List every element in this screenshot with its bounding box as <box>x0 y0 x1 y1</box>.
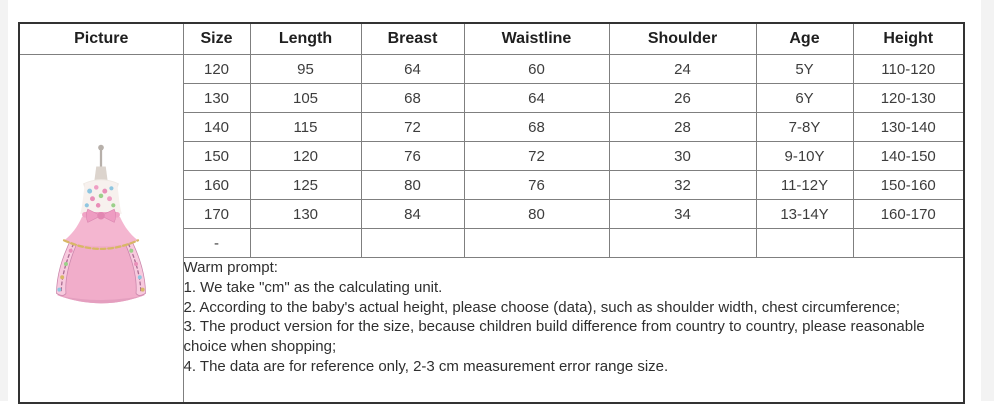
cell-height: 110-120 <box>852 54 965 84</box>
table-row: 120 95 64 60 24 5Y 110-120 <box>18 54 965 404</box>
cell-length: 120 <box>249 141 362 171</box>
cell-length: 130 <box>249 199 362 229</box>
cell-shoulder <box>608 228 757 258</box>
cell-waistline: 68 <box>463 112 610 142</box>
table-row: 150 120 76 72 30 9-10Y 140-150 <box>19 141 965 171</box>
cell-breast: 76 <box>360 141 465 171</box>
cell-shoulder: 24 <box>608 54 757 84</box>
cell-length: 95 <box>249 54 362 84</box>
warm-prompt-row: Warm prompt: 1. We take "cm" as the calc… <box>19 257 965 404</box>
page-margin-strip-right <box>981 0 994 401</box>
cell-age: 6Y <box>755 83 854 113</box>
cell-breast: 68 <box>360 83 465 113</box>
cell-waistline: 64 <box>463 83 610 113</box>
column-header-breast: Breast <box>360 22 465 55</box>
cell-age: 13-14Y <box>755 199 854 229</box>
cell-shoulder: 26 <box>608 83 757 113</box>
cell-breast: 64 <box>360 54 465 84</box>
column-header-length: Length <box>249 22 362 55</box>
dress-bodice <box>80 179 123 214</box>
column-header-waistline: Waistline <box>463 22 610 55</box>
cell-waistline: 72 <box>463 141 610 171</box>
cell-breast: 84 <box>360 199 465 229</box>
cell-age: 7-8Y <box>755 112 854 142</box>
dress-overskirt-tier <box>63 216 140 250</box>
cell-waistline: 76 <box>463 170 610 200</box>
cell-length: 115 <box>249 112 362 142</box>
cell-size: - <box>182 228 251 258</box>
cell-height: 120-130 <box>852 83 965 113</box>
cell-waistline: 60 <box>463 54 610 84</box>
cell-breast: 72 <box>360 112 465 142</box>
column-header-picture: Picture <box>18 22 184 55</box>
cell-shoulder: 34 <box>608 199 757 229</box>
column-header-shoulder: Shoulder <box>608 22 757 55</box>
cell-breast <box>360 228 465 258</box>
cell-waistline: 80 <box>463 199 610 229</box>
cell-size: 150 <box>182 141 251 171</box>
cell-shoulder: 28 <box>608 112 757 142</box>
warm-prompt-note-3: 3. The product version for the size, bec… <box>183 318 925 356</box>
cell-age: 5Y <box>755 54 854 84</box>
cell-age: 11-12Y <box>755 170 854 200</box>
cell-height: 130-140 <box>852 112 965 142</box>
cell-height: 160-170 <box>852 199 965 229</box>
cell-breast: 80 <box>360 170 465 200</box>
cell-age <box>755 228 854 258</box>
cell-height <box>852 228 965 258</box>
size-chart-table: Picture Size Length Breast Waistline Sho… <box>18 22 965 404</box>
cell-height: 150-160 <box>852 170 965 200</box>
header-row: Picture Size Length Breast Waistline Sho… <box>18 22 965 55</box>
cell-length: 105 <box>249 83 362 113</box>
table-row: 130 105 68 64 26 6Y 120-130 <box>19 83 965 113</box>
cell-size: 170 <box>182 199 251 229</box>
page-margin-strip-left <box>0 0 8 401</box>
cell-size: 140 <box>182 112 251 142</box>
cell-length: 125 <box>249 170 362 200</box>
table-row: - <box>19 228 965 258</box>
warm-prompt-note-1: 1. We take "cm" as the calculating unit. <box>183 278 443 296</box>
cell-height: 140-150 <box>852 141 965 171</box>
column-header-size: Size <box>182 22 251 55</box>
cell-waistline <box>463 228 610 258</box>
product-photo <box>56 144 147 303</box>
table-row: 170 130 84 80 34 13-14Y 160-170 <box>19 199 965 229</box>
column-header-height: Height <box>852 22 965 55</box>
cell-length <box>249 228 362 258</box>
warm-prompt-title: Warm prompt: <box>183 259 278 276</box>
warm-prompt-cell: Warm prompt: 1. We take "cm" as the calc… <box>182 257 965 404</box>
cell-size: 120 <box>182 54 251 84</box>
bodice-butterflies <box>84 184 116 208</box>
column-header-age: Age <box>755 22 854 55</box>
cell-shoulder: 30 <box>608 141 757 171</box>
cell-age: 9-10Y <box>755 141 854 171</box>
warm-prompt-note-4: 4. The data are for reference only, 2-3 … <box>183 357 669 375</box>
warm-prompt-note-2: 2. According to the baby's actual height… <box>183 298 901 316</box>
cell-size: 160 <box>182 170 251 200</box>
dress-bow <box>82 208 121 223</box>
cell-size: 130 <box>182 83 251 113</box>
cell-shoulder: 32 <box>608 170 757 200</box>
product-photo-cell <box>18 54 184 404</box>
